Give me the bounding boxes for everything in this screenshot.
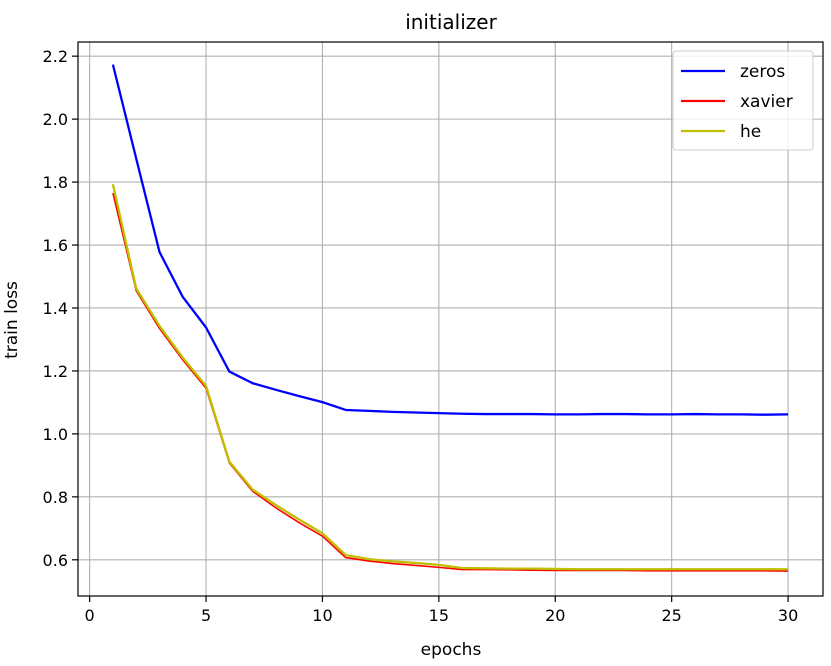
series-lines xyxy=(111,64,789,572)
y-tick-label: 0.6 xyxy=(43,551,68,570)
legend-box xyxy=(672,50,814,151)
y-tick-label: 1.4 xyxy=(43,299,68,318)
series-line-he xyxy=(111,184,789,571)
x-tick-label: 15 xyxy=(429,606,449,625)
x-tick-label: 20 xyxy=(545,606,565,625)
x-axis-label: epochs xyxy=(421,640,482,660)
series-line-zeros xyxy=(111,64,789,416)
legend-label-he: he xyxy=(740,122,761,142)
grid xyxy=(78,42,823,596)
legend-label-zeros: zeros xyxy=(740,62,785,82)
y-tick-label: 1.2 xyxy=(43,362,68,381)
x-tick-label: 0 xyxy=(85,606,95,625)
x-tick-label: 25 xyxy=(661,606,681,625)
y-tick-label: 2.0 xyxy=(43,110,68,129)
x-axis-ticks: 0 5 10 15 20 25 30 xyxy=(85,596,798,625)
plot-frame xyxy=(77,41,824,597)
y-axis-ticks: 0.6 0.8 1.0 1.2 1.4 1.6 1.8 2.0 2.2 xyxy=(43,47,78,570)
chart-title: initializer xyxy=(405,10,497,34)
legend: zeros xavier he xyxy=(672,50,814,151)
y-tick-label: 1.0 xyxy=(43,425,68,444)
x-tick-label: 5 xyxy=(201,606,211,625)
x-tick-label: 10 xyxy=(312,606,332,625)
x-tick-label: 30 xyxy=(778,606,798,625)
legend-label-xavier: xavier xyxy=(740,92,793,112)
y-tick-label: 1.6 xyxy=(43,236,68,255)
y-tick-label: 1.8 xyxy=(43,173,68,192)
y-tick-label: 2.2 xyxy=(43,47,68,66)
series-line-xavier xyxy=(112,192,789,572)
y-tick-label: 0.8 xyxy=(43,488,68,507)
y-axis-label: train loss xyxy=(2,281,22,359)
